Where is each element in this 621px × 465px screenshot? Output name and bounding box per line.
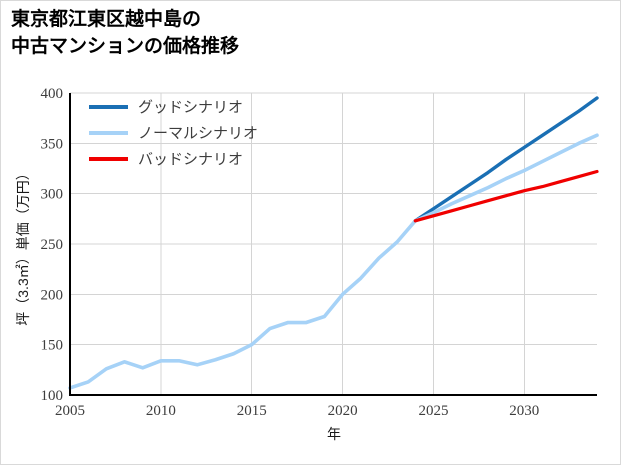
y-axis-title: 坪（3.3㎡）単価（万円） xyxy=(15,166,31,325)
x-tick-label: 2005 xyxy=(55,403,85,419)
legend-label-1: グッドシナリオ xyxy=(138,99,243,116)
x-axis-title: 年 xyxy=(327,426,341,442)
y-tick-label: 100 xyxy=(41,388,64,404)
legend-label-3: バッドシナリオ xyxy=(138,152,243,168)
y-tick-label: 200 xyxy=(41,287,64,303)
x-tick-label: 2030 xyxy=(509,403,539,419)
series-line-1 xyxy=(413,96,599,223)
chart-title: 東京都江東区越中島の 中古マンションの価格推移 xyxy=(11,9,240,57)
series-line-2 xyxy=(68,133,599,390)
series-group xyxy=(68,96,599,390)
y-tick-label: 250 xyxy=(41,237,64,253)
x-tick-label: 2025 xyxy=(418,403,448,419)
x-tick-labels: 2005 2010 2015 2020 2025 2030 xyxy=(55,403,539,419)
x-tick-label: 2010 xyxy=(146,403,176,419)
y-tick-label: 300 xyxy=(41,187,64,203)
y-tick-label: 400 xyxy=(41,86,64,102)
y-tick-label: 350 xyxy=(41,136,64,152)
series-line-3 xyxy=(413,169,599,223)
y-tick-labels: 100 150 200 250 300 350 400 xyxy=(41,86,64,404)
x-tick-label: 2020 xyxy=(328,403,358,419)
legend-label-2: ノーマルシナリオ xyxy=(138,126,258,142)
x-tick-label: 2015 xyxy=(237,403,267,419)
axis-lines xyxy=(68,93,597,397)
y-tick-label: 150 xyxy=(41,338,64,354)
